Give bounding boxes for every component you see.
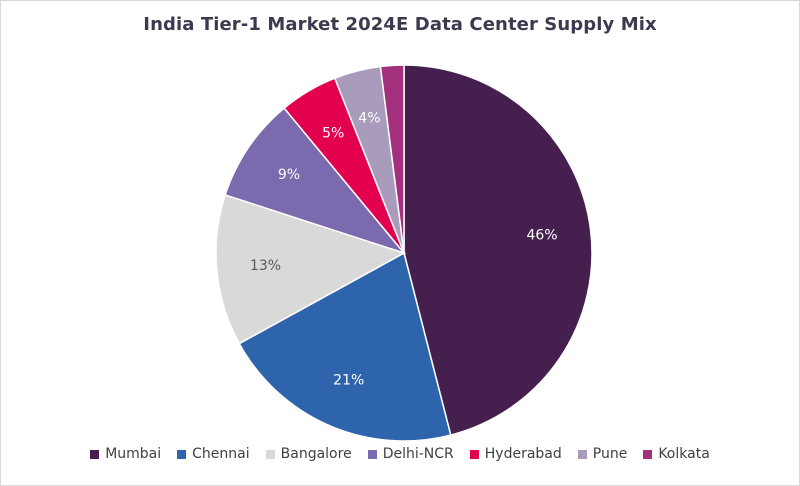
pie-slice-bangalore [215, 193, 406, 345]
slice-label-hyderabad: 5% [322, 125, 344, 141]
legend-swatch [90, 449, 100, 459]
legend-item-bangalore: Bangalore [265, 446, 352, 462]
legend-item-mumbai: Mumbai [90, 446, 161, 462]
slice-label-pune: 4% [358, 110, 380, 126]
slice-label-delhi-ncr: 9% [278, 167, 300, 183]
chart-legend: Mumbai Chennai Bangalore Delhi-NCR Hyderabad… [0, 446, 800, 462]
legend-item-hyderabad: Hyderabad [469, 446, 562, 462]
slice-label-bangalore: 13% [250, 258, 281, 274]
legend-label: Chennai [192, 446, 250, 462]
legend-label: Kolkata [658, 446, 710, 462]
pie-slice-delhi-ncr [224, 107, 407, 255]
legend-item-chennai: Chennai [177, 446, 250, 462]
slice-label-chennai: 21% [333, 373, 364, 389]
slice-label-mumbai: 46% [526, 228, 557, 244]
chart-title: India Tier-1 Market 2024E Data Center Su… [143, 14, 657, 35]
legend-label: Bangalore [280, 446, 352, 462]
legend-label: Delhi-NCR [382, 446, 454, 462]
legend-swatch [265, 449, 275, 459]
legend-swatch [177, 449, 187, 459]
legend-label: Mumbai [105, 446, 162, 462]
legend-label: Pune [592, 446, 628, 462]
legend-swatch [367, 449, 377, 459]
legend-swatch [643, 449, 653, 459]
pie-slice-chennai [238, 251, 452, 442]
pie-slice-mumbai [403, 64, 593, 437]
legend-item-kolkata: Kolkata [643, 446, 710, 462]
legend-item-delhi-ncr: Delhi-NCR [367, 446, 454, 462]
legend-label: Hyderabad [484, 446, 562, 462]
pie-slice-kolkata [379, 64, 405, 254]
legend-swatch [577, 449, 587, 459]
legend-item-pune: Pune [577, 446, 628, 462]
legend-swatch [469, 449, 479, 459]
